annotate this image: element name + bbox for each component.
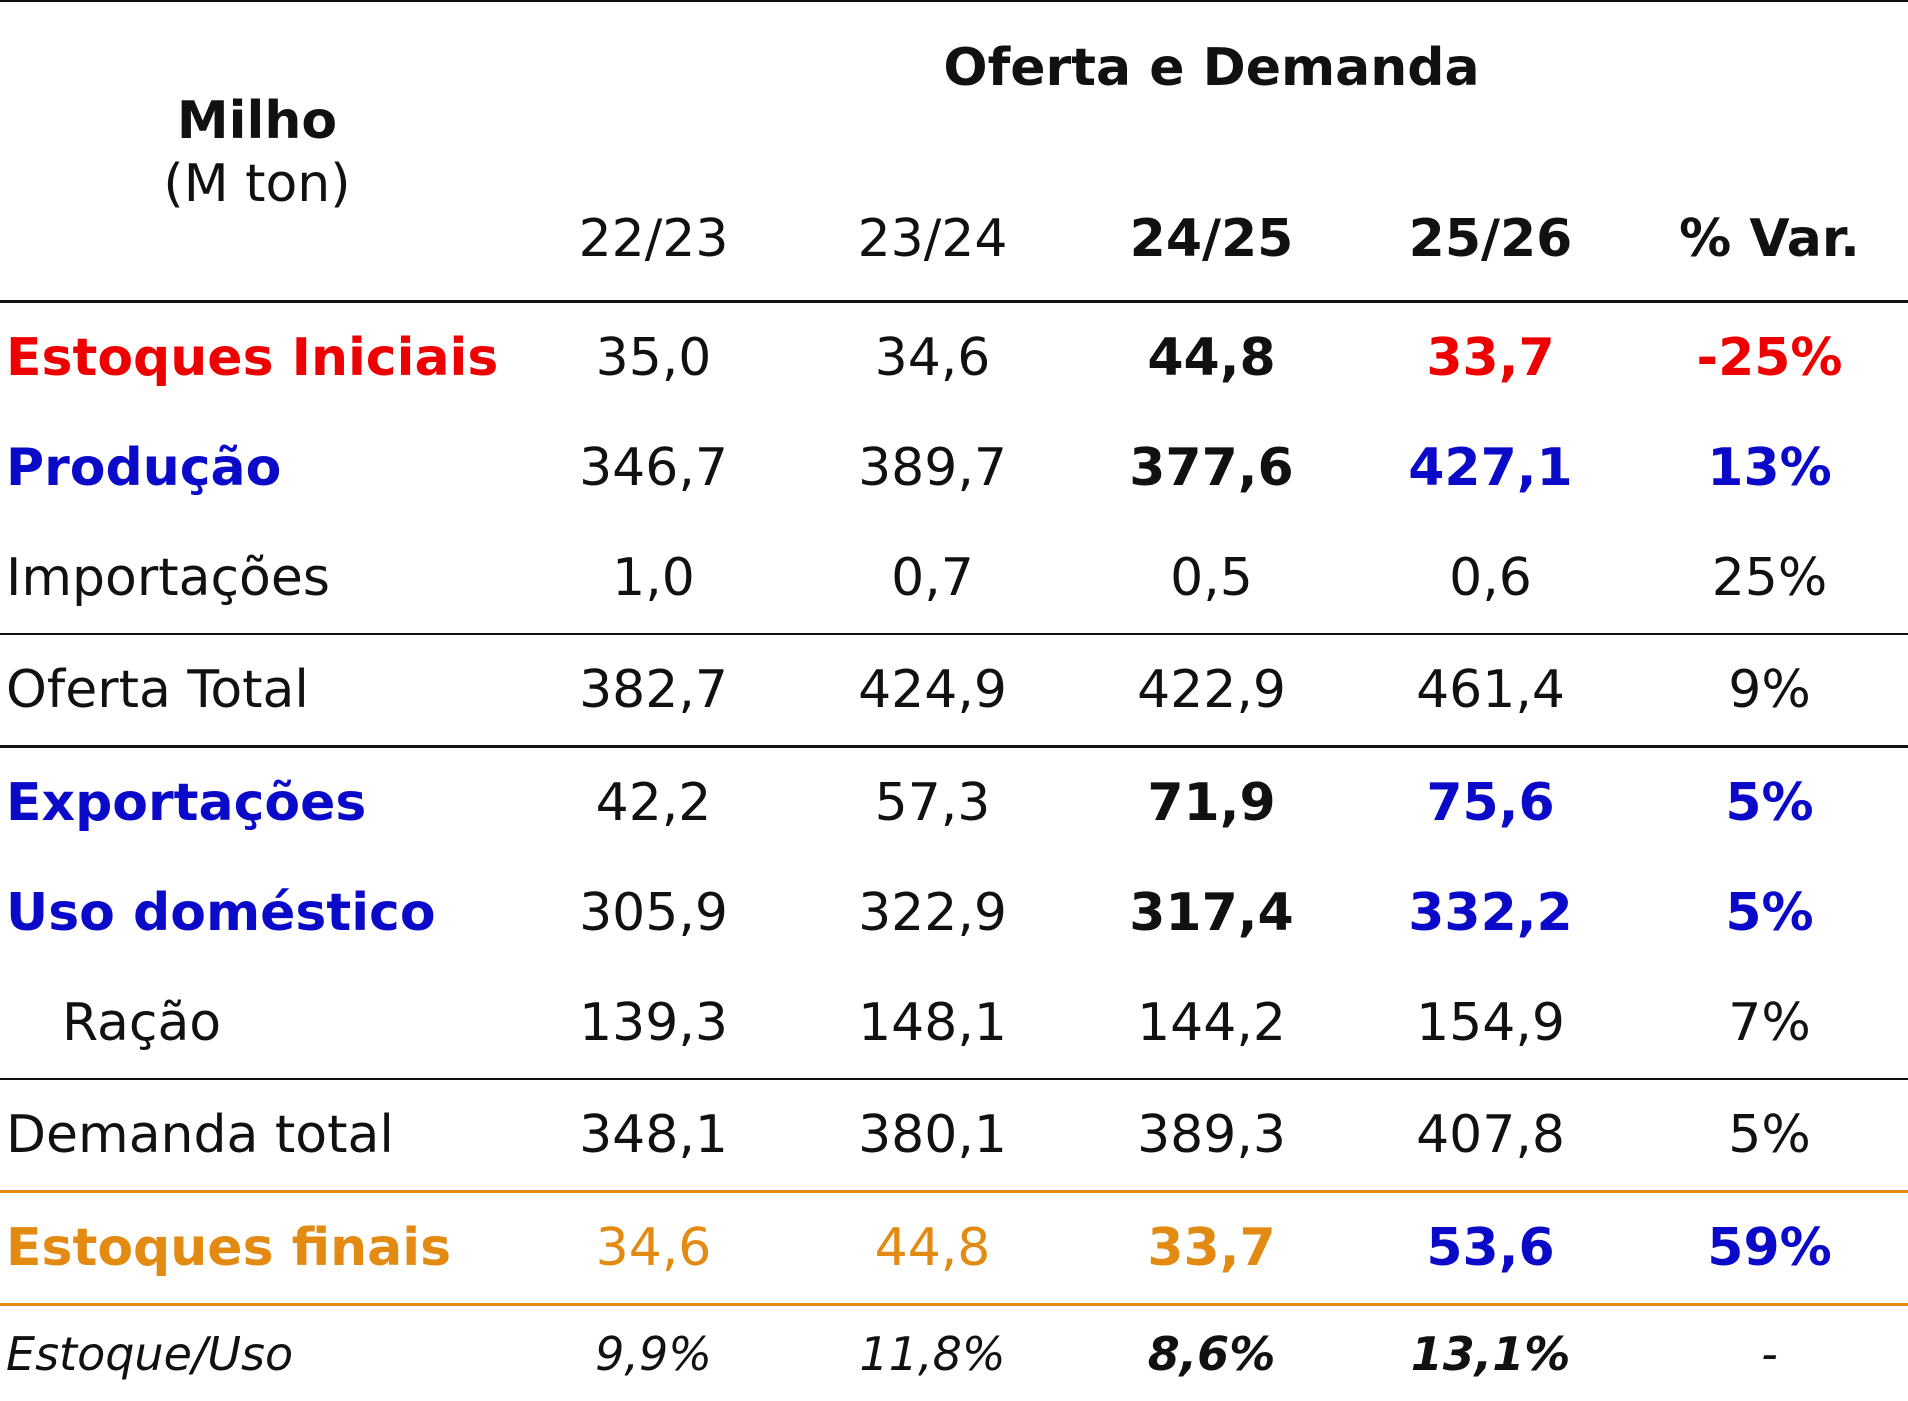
table-row-producao: Produção 346,7 389,7 377,6 427,1 13%	[0, 413, 1908, 523]
cell-pct-var: 59%	[1630, 1192, 1908, 1305]
cell-pct-var: 7%	[1630, 968, 1908, 1079]
cell-23-24: 34,6	[793, 302, 1072, 414]
table-row-racao: Ração 139,3 148,1 144,2 154,9 7%	[0, 968, 1908, 1079]
cell-23-24: 380,1	[793, 1079, 1072, 1192]
commodity-unit: (M ton)	[0, 154, 514, 214]
cell-22-23: 305,9	[514, 858, 793, 968]
cell-22-23: 42,2	[514, 747, 793, 859]
table-title: Oferta e Demanda	[514, 1, 1908, 158]
cell-24-25: 422,9	[1072, 634, 1351, 747]
row-label: Uso doméstico	[0, 858, 514, 968]
cell-24-25: 0,5	[1072, 523, 1351, 634]
row-label: Demanda total	[0, 1079, 514, 1192]
cell-23-24: 11,8%	[793, 1305, 1072, 1401]
table-row-uso-domestico: Uso doméstico 305,9 322,9 317,4 332,2 5%	[0, 858, 1908, 968]
row-label: Ração	[0, 968, 514, 1079]
column-header-24-25: 24/25	[1072, 158, 1351, 302]
cell-pct-var: 25%	[1630, 523, 1908, 634]
cell-25-26: 33,7	[1351, 302, 1630, 414]
table-row-demanda-total: Demanda total 348,1 380,1 389,3 407,8 5%	[0, 1079, 1908, 1192]
cell-25-26: 461,4	[1351, 634, 1630, 747]
cell-23-24: 148,1	[793, 968, 1072, 1079]
row-label: Produção	[0, 413, 514, 523]
cell-23-24: 57,3	[793, 747, 1072, 859]
column-header-23-24: 23/24	[793, 158, 1072, 302]
cell-23-24: 44,8	[793, 1192, 1072, 1305]
table-row-estoque-uso: Estoque/Uso 9,9% 11,8% 8,6% 13,1% -	[0, 1305, 1908, 1401]
row-label: Estoque/Uso	[0, 1305, 514, 1401]
row-label: Importações	[0, 523, 514, 634]
cell-24-25: 377,6	[1072, 413, 1351, 523]
cell-pct-var: 13%	[1630, 413, 1908, 523]
column-header-pct-var: % Var.	[1630, 158, 1908, 302]
cell-25-26: 0,6	[1351, 523, 1630, 634]
row-label: Estoques Iniciais	[0, 302, 514, 414]
cell-22-23: 139,3	[514, 968, 793, 1079]
cell-24-25: 8,6%	[1072, 1305, 1351, 1401]
cell-24-25: 144,2	[1072, 968, 1351, 1079]
cell-22-23: 9,9%	[514, 1305, 793, 1401]
cell-pct-var: -	[1630, 1305, 1908, 1401]
cell-pct-var: 9%	[1630, 634, 1908, 747]
table-row-estoques-iniciais: Estoques Iniciais 35,0 34,6 44,8 33,7 -2…	[0, 302, 1908, 414]
cell-22-23: 1,0	[514, 523, 793, 634]
header-row-title: Milho (M ton) Oferta e Demanda	[0, 1, 1908, 158]
table-row-importacoes: Importações 1,0 0,7 0,5 0,6 25%	[0, 523, 1908, 634]
cell-25-26: 154,9	[1351, 968, 1630, 1079]
cell-25-26: 332,2	[1351, 858, 1630, 968]
cell-22-23: 382,7	[514, 634, 793, 747]
cell-24-25: 317,4	[1072, 858, 1351, 968]
cell-25-26: 13,1%	[1351, 1305, 1630, 1401]
cell-25-26: 427,1	[1351, 413, 1630, 523]
cell-23-24: 424,9	[793, 634, 1072, 747]
cell-pct-var: 5%	[1630, 1079, 1908, 1192]
cell-24-25: 44,8	[1072, 302, 1351, 414]
cell-24-25: 71,9	[1072, 747, 1351, 859]
column-header-25-26: 25/26	[1351, 158, 1630, 302]
cell-pct-var: 5%	[1630, 747, 1908, 859]
cell-24-25: 33,7	[1072, 1192, 1351, 1305]
table-row-exportacoes: Exportações 42,2 57,3 71,9 75,6 5%	[0, 747, 1908, 859]
cell-22-23: 35,0	[514, 302, 793, 414]
cell-25-26: 53,6	[1351, 1192, 1630, 1305]
cell-22-23: 34,6	[514, 1192, 793, 1305]
row-label: Oferta Total	[0, 634, 514, 747]
row-label: Exportações	[0, 747, 514, 859]
cell-24-25: 389,3	[1072, 1079, 1351, 1192]
commodity-name: Milho	[0, 88, 514, 154]
cell-25-26: 407,8	[1351, 1079, 1630, 1192]
column-header-22-23: 22/23	[514, 158, 793, 302]
cell-pct-var: -25%	[1630, 302, 1908, 414]
cell-23-24: 322,9	[793, 858, 1072, 968]
table-row-oferta-total: Oferta Total 382,7 424,9 422,9 461,4 9%	[0, 634, 1908, 747]
row-label: Estoques finais	[0, 1192, 514, 1305]
cell-23-24: 0,7	[793, 523, 1072, 634]
cell-pct-var: 5%	[1630, 858, 1908, 968]
table-row-estoques-finais: Estoques finais 34,6 44,8 33,7 53,6 59%	[0, 1192, 1908, 1305]
commodity-header: Milho (M ton)	[0, 1, 514, 302]
cell-25-26: 75,6	[1351, 747, 1630, 859]
cell-23-24: 389,7	[793, 413, 1072, 523]
supply-demand-sheet: Milho (M ton) Oferta e Demanda 22/23 23/…	[0, 0, 1908, 1341]
cell-22-23: 348,1	[514, 1079, 793, 1192]
cell-22-23: 346,7	[514, 413, 793, 523]
